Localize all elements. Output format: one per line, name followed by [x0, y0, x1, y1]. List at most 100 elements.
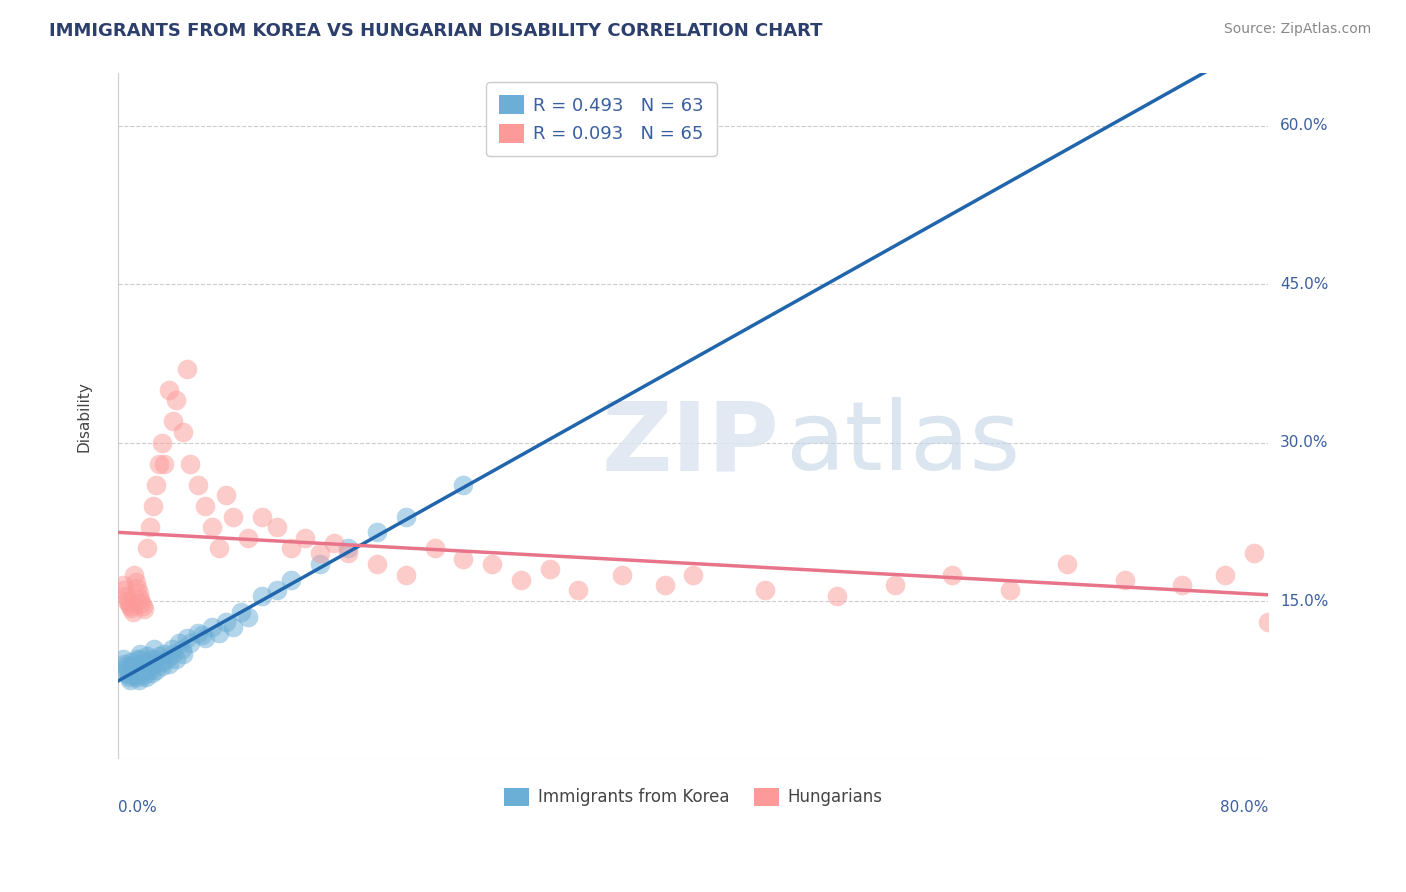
- Point: [131, 596, 153, 610]
- Point: [125, 574, 148, 589]
- Point: [176, 631, 198, 645]
- Point: [167, 636, 190, 650]
- Point: [128, 673, 150, 688]
- Text: atlas: atlas: [786, 397, 1021, 490]
- Point: [998, 583, 1021, 598]
- Point: [208, 625, 231, 640]
- Point: [131, 657, 153, 672]
- Point: [654, 578, 676, 592]
- Text: ZIP: ZIP: [602, 397, 779, 490]
- Point: [148, 648, 170, 663]
- Point: [132, 599, 155, 614]
- Point: [201, 520, 224, 534]
- Point: [120, 601, 142, 615]
- Point: [138, 659, 160, 673]
- Point: [143, 657, 166, 672]
- Text: 15.0%: 15.0%: [1279, 593, 1329, 608]
- Point: [308, 546, 330, 560]
- Point: [141, 665, 163, 680]
- Point: [145, 478, 167, 492]
- Text: 30.0%: 30.0%: [1279, 435, 1329, 450]
- Point: [423, 541, 446, 556]
- Point: [825, 589, 848, 603]
- Point: [136, 655, 159, 669]
- Point: [172, 425, 194, 439]
- Point: [280, 573, 302, 587]
- Text: 45.0%: 45.0%: [1279, 277, 1329, 292]
- Point: [129, 652, 152, 666]
- Point: [754, 583, 776, 598]
- Point: [157, 657, 180, 672]
- Point: [148, 457, 170, 471]
- Text: 80.0%: 80.0%: [1220, 799, 1268, 814]
- Text: Source: ZipAtlas.com: Source: ZipAtlas.com: [1223, 22, 1371, 37]
- Point: [135, 670, 157, 684]
- Text: 60.0%: 60.0%: [1279, 119, 1329, 133]
- Point: [395, 509, 418, 524]
- Point: [165, 393, 187, 408]
- Point: [509, 573, 531, 587]
- Point: [125, 668, 148, 682]
- Point: [186, 625, 208, 640]
- Point: [1114, 573, 1136, 587]
- Point: [121, 605, 143, 619]
- Point: [1171, 578, 1194, 592]
- Point: [395, 567, 418, 582]
- Point: [122, 567, 145, 582]
- Point: [136, 541, 159, 556]
- Point: [176, 361, 198, 376]
- Point: [250, 589, 273, 603]
- Point: [162, 647, 184, 661]
- Point: [208, 541, 231, 556]
- Point: [280, 541, 302, 556]
- Point: [179, 636, 201, 650]
- Point: [112, 657, 135, 672]
- Point: [337, 541, 360, 556]
- Point: [134, 663, 156, 677]
- Point: [179, 457, 201, 471]
- Point: [127, 670, 149, 684]
- Point: [453, 478, 475, 492]
- Point: [366, 557, 388, 571]
- Point: [1056, 557, 1078, 571]
- Point: [136, 648, 159, 663]
- Point: [114, 659, 136, 673]
- Point: [160, 641, 183, 656]
- Point: [142, 652, 165, 666]
- Point: [222, 620, 245, 634]
- Point: [567, 583, 589, 598]
- Point: [229, 605, 252, 619]
- Point: [118, 673, 141, 688]
- Point: [128, 585, 150, 599]
- Point: [1213, 567, 1236, 582]
- Legend: Immigrants from Korea, Hungarians: Immigrants from Korea, Hungarians: [498, 780, 889, 813]
- Point: [308, 557, 330, 571]
- Point: [117, 596, 139, 610]
- Point: [610, 567, 633, 582]
- Point: [682, 567, 704, 582]
- Point: [114, 589, 136, 603]
- Point: [481, 557, 503, 571]
- Point: [170, 641, 193, 656]
- Point: [145, 663, 167, 677]
- Point: [194, 631, 217, 645]
- Point: [115, 594, 138, 608]
- Point: [453, 551, 475, 566]
- Point: [366, 525, 388, 540]
- Point: [139, 663, 162, 677]
- Point: [139, 520, 162, 534]
- Point: [162, 415, 184, 429]
- Text: Disability: Disability: [76, 381, 91, 451]
- Point: [118, 599, 141, 614]
- Point: [1257, 615, 1279, 629]
- Point: [191, 628, 214, 642]
- Point: [117, 670, 139, 684]
- Point: [114, 663, 136, 677]
- Point: [120, 655, 142, 669]
- Point: [201, 620, 224, 634]
- Point: [186, 478, 208, 492]
- Point: [112, 583, 135, 598]
- Point: [111, 652, 134, 666]
- Point: [1243, 546, 1265, 560]
- Point: [172, 647, 194, 661]
